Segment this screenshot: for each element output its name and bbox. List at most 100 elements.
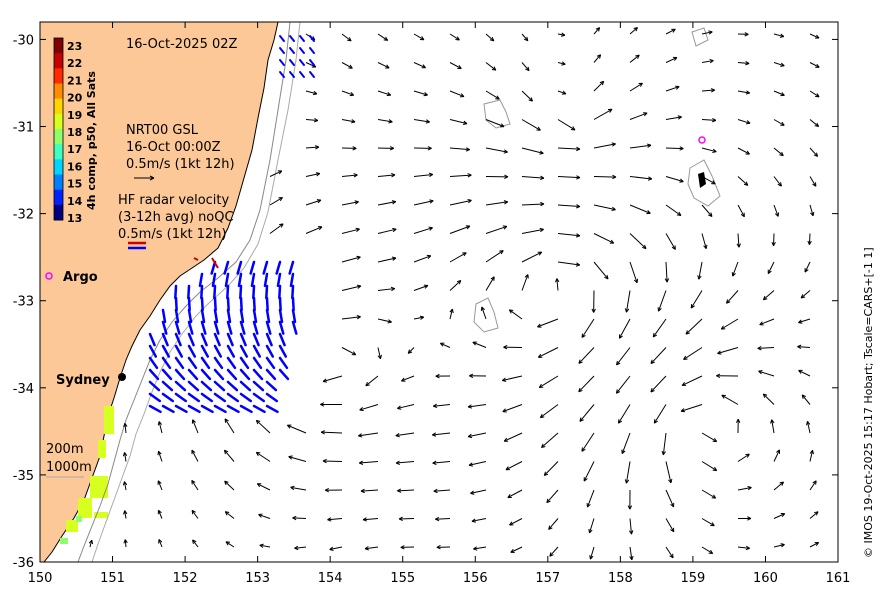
hf-radar-vector [187, 308, 193, 324]
current-vector [341, 119, 356, 124]
hf-radar-vector [265, 308, 271, 324]
hf-radar-vector [198, 272, 204, 288]
colorbar-swatch [54, 53, 63, 69]
current-vector [593, 174, 617, 180]
current-vector [435, 373, 451, 379]
current-vector [341, 227, 360, 234]
current-vector [503, 344, 523, 350]
current-vector [773, 204, 780, 217]
hf-radar-vector [200, 404, 214, 414]
current-vector [88, 539, 94, 548]
current-vector [798, 369, 811, 377]
hf-radar-vector [174, 344, 184, 358]
current-vector [665, 518, 675, 533]
current-vector [449, 280, 462, 291]
hf-radar-vector [252, 404, 266, 414]
hf-radar-vector [262, 260, 269, 275]
current-vector [652, 318, 667, 338]
current-vector [773, 449, 781, 462]
hf-radar-vector [226, 344, 236, 358]
hf-radar-vector [174, 404, 188, 414]
hf-radar-vector [187, 332, 195, 347]
current-vector [809, 119, 820, 128]
current-vector [809, 147, 819, 157]
land-mass [39, 21, 279, 563]
hf-radar-vector [161, 368, 173, 381]
hf-radar-vector [226, 296, 230, 312]
current-vector [191, 449, 199, 462]
hf-radar-vector [148, 392, 162, 403]
hf-radar-vector [265, 296, 269, 312]
colorbar-tick-label: 22 [67, 57, 82, 70]
hf-legend-arrows [128, 241, 146, 250]
current-vector [322, 375, 343, 383]
current-vector [557, 175, 581, 180]
current-vector [377, 119, 393, 124]
current-vector [629, 143, 652, 149]
current-vector [255, 451, 271, 462]
lon-tick-label: 161 [826, 571, 851, 586]
hf-radar-vector [213, 320, 220, 335]
colorbar-tick-label: 16 [67, 160, 83, 173]
sst-colorbar: 23 22 21 20 19 18 17 16 15 14 13 [53, 37, 83, 225]
current-vector [377, 318, 392, 324]
current-vector [665, 546, 674, 559]
current-vector [578, 347, 595, 364]
hf-radar-vector [200, 332, 208, 347]
hf-radar-vector [239, 296, 243, 312]
hf-radar-vector [187, 368, 199, 381]
current-vector [503, 432, 523, 442]
hf-radar-vector [174, 320, 181, 335]
colorbar-swatch [54, 174, 63, 191]
lon-tick-label: 150 [28, 571, 53, 586]
hf-radar-vector [265, 368, 277, 381]
current-vector [773, 90, 785, 97]
current-vector [665, 204, 682, 216]
current-vector [433, 488, 451, 494]
current-vector [629, 26, 638, 35]
hf-radar-vector [252, 356, 263, 370]
hf-radar-vector [279, 71, 285, 78]
current-vector [305, 172, 321, 177]
hf-radar-vector [291, 284, 295, 300]
current-vector [737, 204, 745, 218]
hf-radar-vector [236, 260, 243, 275]
current-vector [327, 517, 343, 522]
current-vector [485, 119, 505, 128]
hf-radar-vector [299, 71, 305, 78]
hf-radar-vector [213, 368, 225, 381]
isobath-legend-1000m: 1000m [46, 460, 92, 475]
colorbar-tick-label: 20 [67, 92, 83, 105]
current-vector [507, 489, 523, 499]
hf-radar-vector [279, 59, 285, 66]
current-vector [661, 432, 667, 456]
hf-radar-vector [174, 284, 178, 300]
current-vector [557, 146, 581, 152]
current-vector [615, 375, 631, 394]
hf-radar-vector [291, 320, 298, 335]
current-vector [773, 176, 782, 187]
current-vector [341, 90, 355, 97]
current-vector [449, 33, 460, 41]
current-vector [543, 461, 559, 476]
hf-radar-vector [276, 272, 282, 288]
current-vector [809, 449, 814, 462]
hf-radar-vector [200, 320, 207, 335]
current-vector [665, 115, 682, 120]
hf-radar-vector [265, 344, 275, 358]
current-vector [701, 147, 717, 153]
current-vector [593, 54, 602, 63]
current-vector [365, 375, 379, 387]
current-vector [701, 461, 718, 472]
hf-radar-vector [226, 356, 237, 370]
hf-radar-vector [299, 47, 305, 54]
hf-radar-vector-field [148, 35, 315, 414]
current-vector [593, 204, 616, 212]
lon-tick-label: 152 [173, 571, 198, 586]
current-vector [797, 344, 811, 350]
isobath-200m [77, 21, 291, 563]
hf-radar-vector [213, 296, 217, 312]
current-vector [701, 518, 715, 527]
current-vector [657, 290, 667, 312]
current-vector [809, 480, 817, 491]
